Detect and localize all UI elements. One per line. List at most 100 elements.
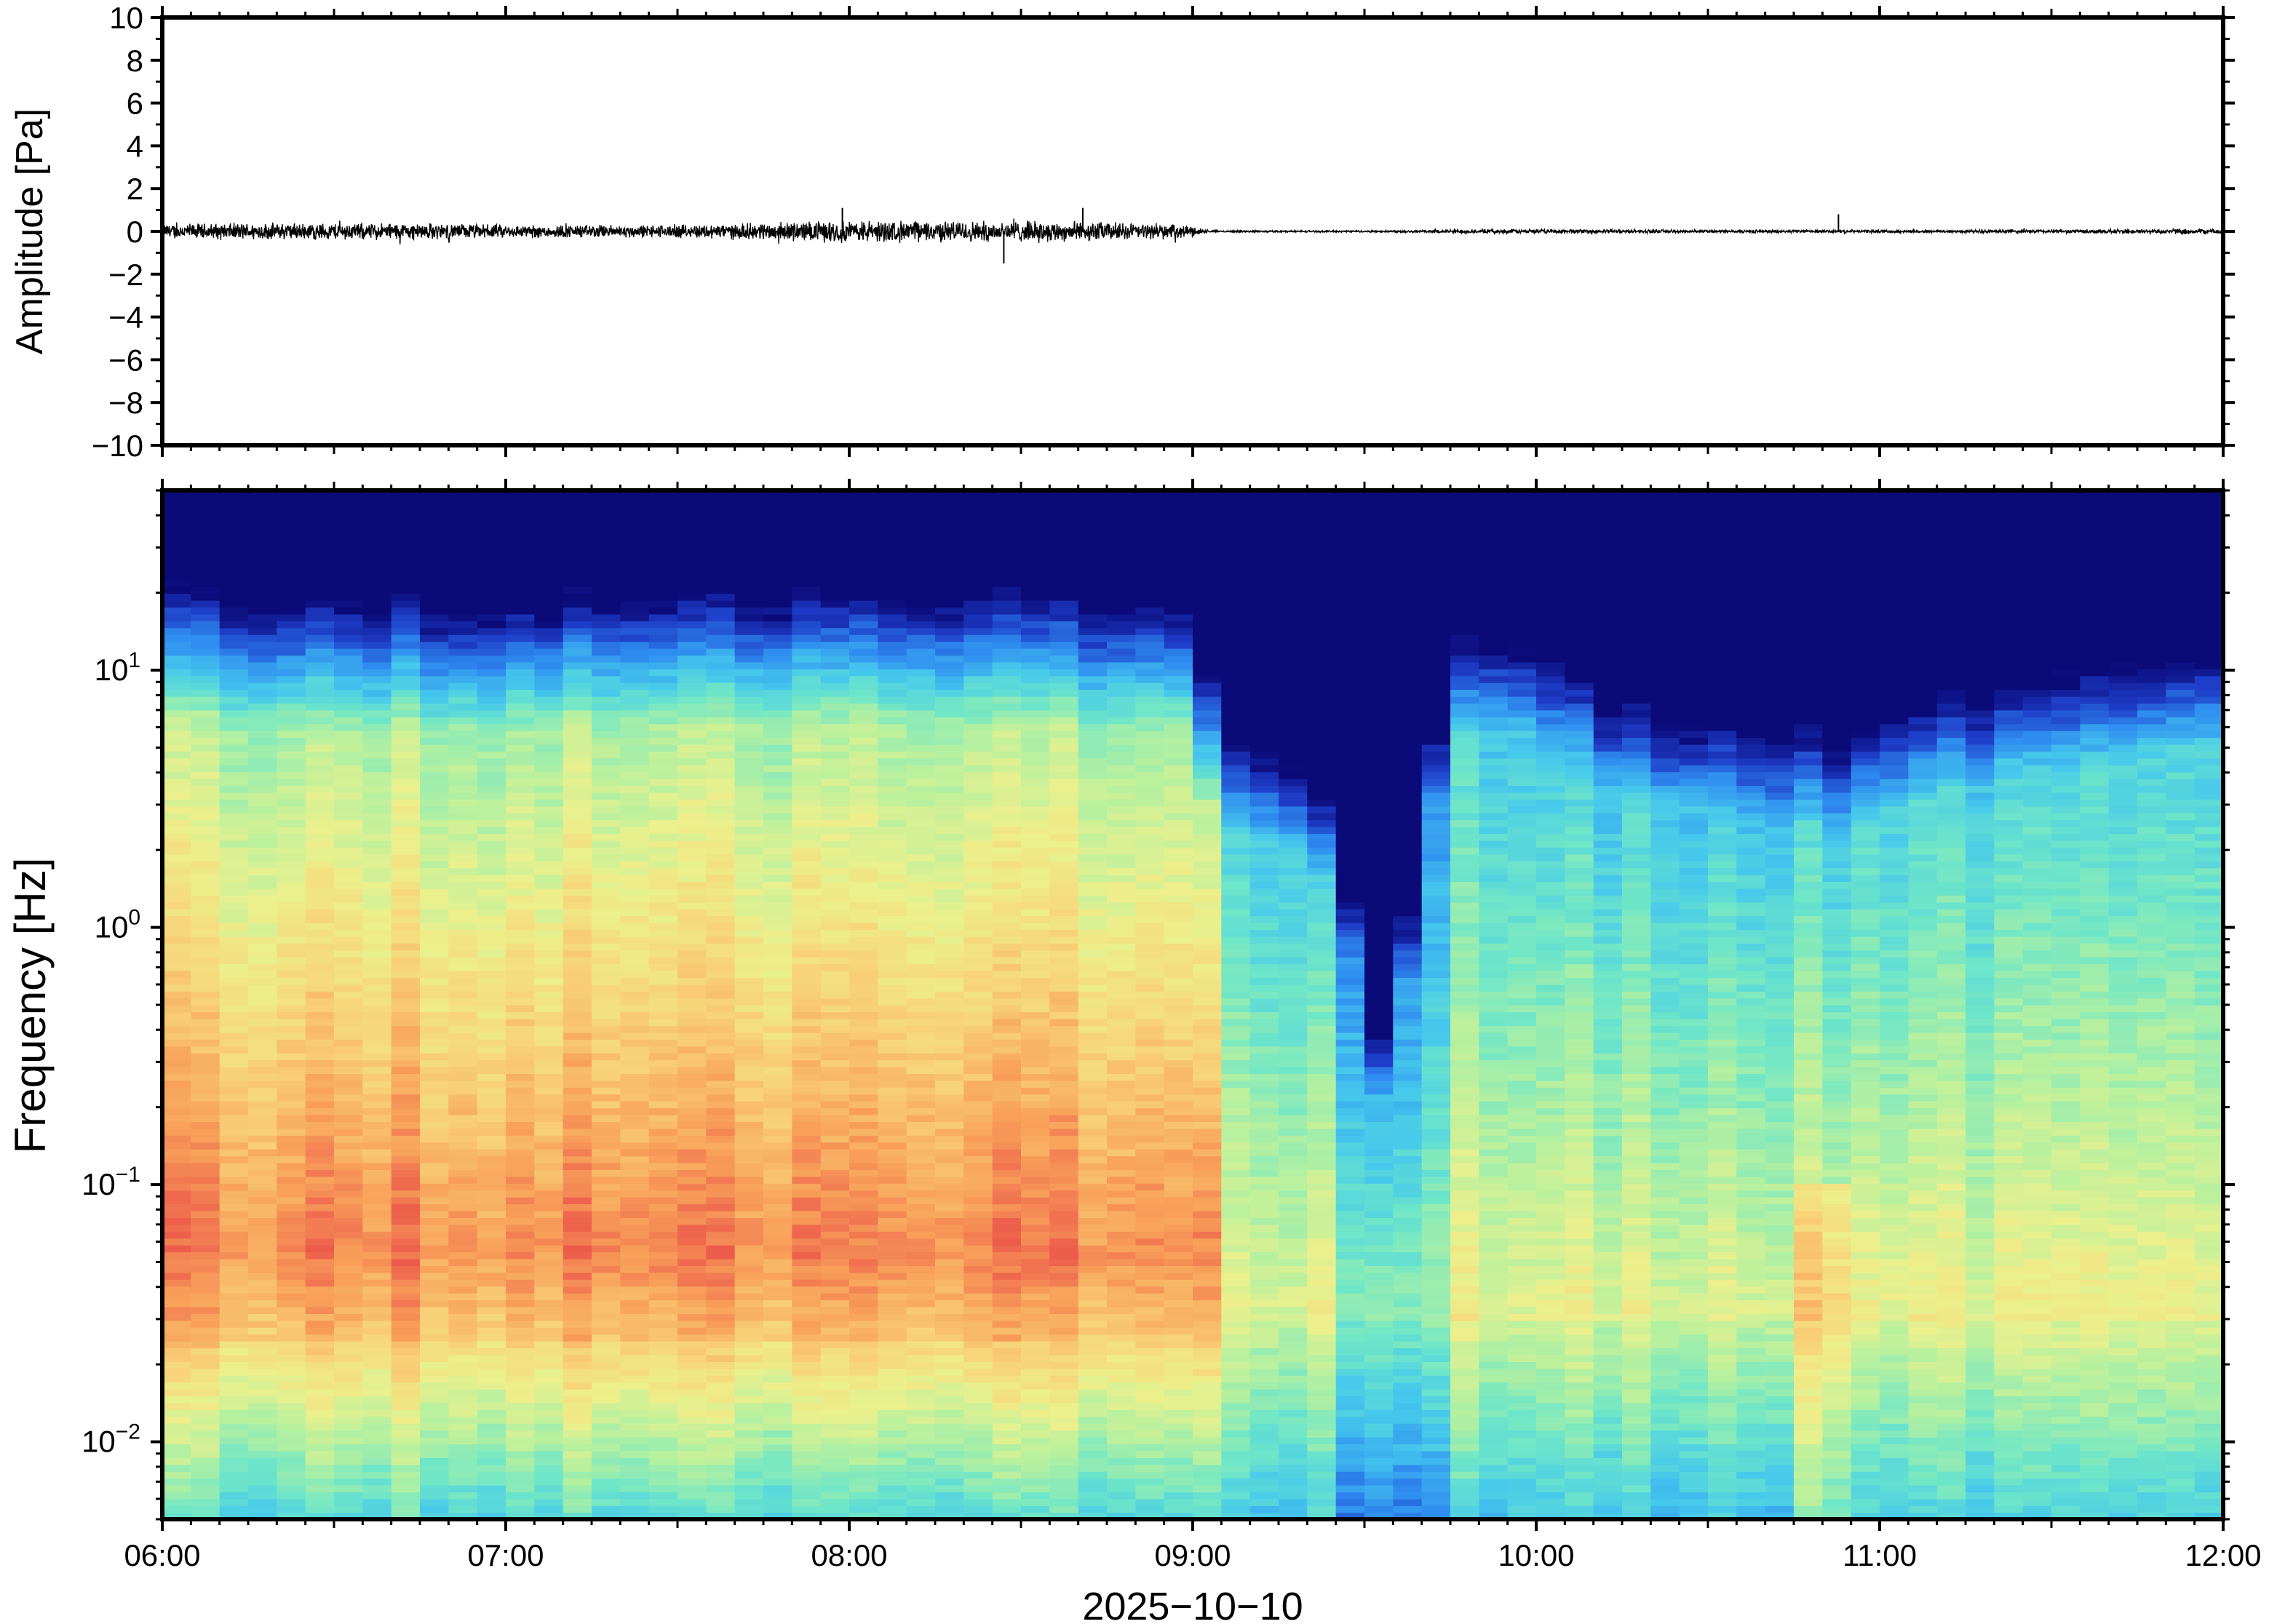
spectrogram-cell [362,1025,392,1033]
spectrogram-cell [305,593,335,601]
spectrogram-cell [248,1183,278,1191]
spectrogram-cell [963,909,993,917]
spectrogram-cell [706,1059,736,1067]
spectrogram-cell [334,1176,364,1184]
spectrogram-cell [1049,593,1079,601]
spectrogram-cell [706,909,736,917]
spectrogram-cell [563,1183,592,1191]
spectrogram-cell [277,1388,306,1397]
spectrogram-cell [420,1409,450,1417]
spectrogram-cell [1021,977,1051,985]
spectrogram-cell [391,552,421,560]
spectrogram-cell [534,1053,564,1061]
spectrogram-cell [448,744,478,752]
spectrogram-cell [648,943,678,951]
spectrogram-cell [648,1450,678,1458]
spectrogram-cell [620,901,650,909]
spectrogram-cell [878,648,907,656]
spectrogram-cell [963,1498,993,1506]
spectrogram-cell [792,1217,822,1225]
spectrogram-cell [935,1087,965,1095]
spectrogram-cell [677,737,707,745]
spectrogram-cell [362,1423,392,1431]
spectrogram-cell [248,853,278,861]
spectrogram-cell [506,573,536,581]
spectrogram-cell [592,929,621,937]
spectrogram-cell [219,1053,249,1061]
spectrogram-cell [820,929,850,937]
spectrogram-cell [506,833,536,841]
spectrogram-cell [849,1484,879,1493]
spectrogram-cell [191,792,220,800]
spectrogram-cell [162,1306,192,1314]
spectrogram-cell [1049,1142,1079,1150]
spectrogram-cell [563,1073,592,1081]
spectrogram-cell [305,943,335,951]
spectrogram-cell [620,709,650,717]
spectrogram-cell [935,1176,965,1184]
spectrogram-cell [420,1396,450,1404]
spectrogram-cell [792,861,822,869]
spectrogram-cell [362,669,392,677]
spectrogram-cell [963,627,993,635]
spectrogram-cell [506,1444,536,1452]
spectrogram-cell [820,792,850,800]
spectrogram-cell [362,634,392,642]
spectrogram-cell [191,634,220,642]
spectrogram-cell [792,977,822,985]
spectrogram-cell [420,861,450,869]
spectrogram-cell [992,586,1022,594]
spectrogram-cell [191,1183,220,1191]
spectrogram-cell [391,573,421,581]
spectrogram-cell [277,600,306,608]
spectrogram-cell [963,963,993,971]
spectrogram-cell [935,813,965,821]
spectrogram-cell [1049,977,1079,985]
spectrogram-cell [506,1135,536,1143]
spectrogram-heatmap [162,490,2223,1519]
spectrogram-cell [592,1059,621,1067]
spectrogram-cell [219,805,249,813]
spectrogram-cell [362,1080,392,1088]
spectrogram-cell [935,1492,965,1500]
spectrogram-cell [648,1053,678,1061]
spectrogram-cell [1021,1423,1051,1431]
spectrogram-cell [849,1388,879,1397]
spectrogram-cell [878,621,907,629]
spectrogram-cell [477,1375,506,1383]
spectrogram-cell [734,1286,764,1294]
spectrogram-cell [992,915,1022,923]
spectrogram-cell [992,1135,1022,1143]
spectrogram-cell [1021,538,1051,546]
spectrogram-cell [362,1505,392,1513]
spectrogram-cell [420,1484,450,1493]
spectrogram-cell [448,565,478,573]
spectrogram-cell [592,497,621,505]
spectrogram-cell [734,1368,764,1376]
spectrogram-cell [162,490,192,498]
spectrogram-cell [248,1388,278,1397]
spectrogram-cell [992,703,1022,711]
spectrogram-cell [820,661,850,669]
spectrogram-cell [162,1217,192,1225]
spectrogram-cell [506,909,536,917]
spectrogram-cell [592,840,621,848]
spectrogram-cell [277,1190,306,1198]
spectrogram-cell [191,600,220,608]
spectrogram-cell [734,1492,764,1500]
spectrogram-cell [391,1368,421,1376]
spectrogram-cell [648,1210,678,1218]
spectrogram-cell [420,1402,450,1410]
spectrogram-cell [448,1046,478,1054]
spectrogram-cell [162,525,192,533]
spectrogram-cell [191,909,220,917]
spectrogram-cell [448,915,478,923]
spectrogram-cell [706,1224,736,1232]
spectrogram-cell [992,490,1022,498]
spectrogram-cell [191,757,220,765]
spectrogram-cell [677,922,707,931]
spectrogram-cell [878,792,907,800]
spectrogram-cell [420,1011,450,1019]
spectrogram-cell [420,909,450,917]
spectrogram-cell [534,970,564,979]
